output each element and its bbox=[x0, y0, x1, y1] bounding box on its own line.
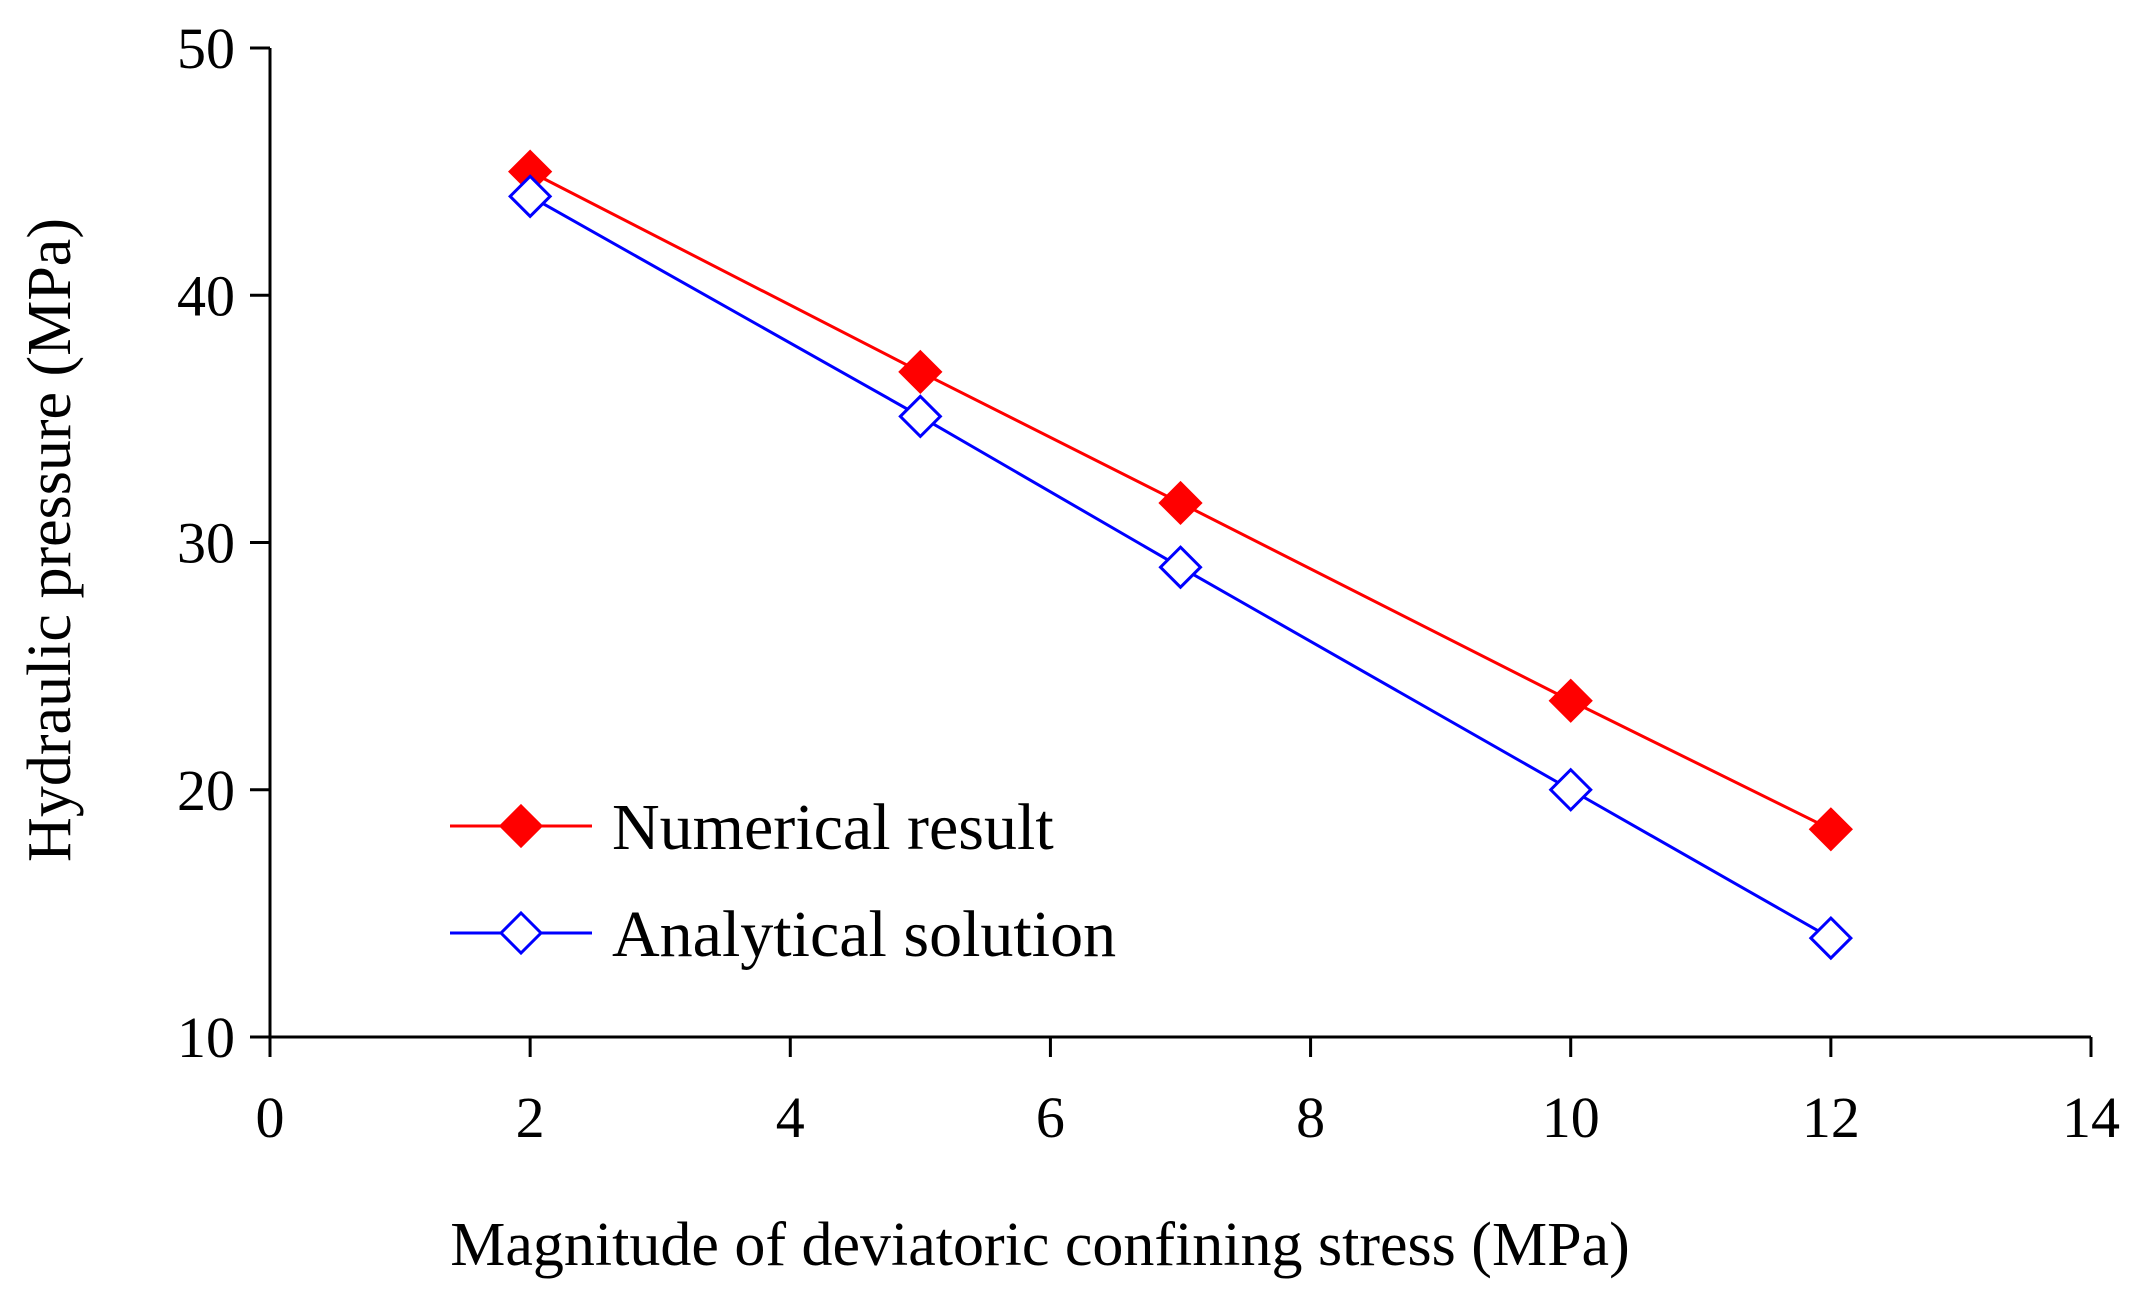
data-point-analytical-solution-7 bbox=[1158, 545, 1203, 590]
legend: Numerical result Analytical solution bbox=[450, 791, 1116, 971]
y-tick-label-50: 50 bbox=[177, 16, 235, 81]
y-tick-label-10: 10 bbox=[177, 1005, 235, 1070]
y-tick-label-30: 30 bbox=[177, 511, 235, 576]
legend-label-numerical-result: Numerical result bbox=[612, 791, 1054, 864]
data-point-numerical-result-5 bbox=[898, 349, 943, 395]
x-tick-label-12: 12 bbox=[1802, 1085, 1860, 1150]
y-tick-label-40: 40 bbox=[177, 263, 235, 328]
data-point-numerical-result-12 bbox=[1808, 807, 1853, 852]
x-tick-label-10: 10 bbox=[1542, 1085, 1600, 1150]
series-layer bbox=[508, 149, 1853, 961]
data-point-analytical-solution-2 bbox=[508, 174, 553, 219]
data-point-numerical-result-7 bbox=[1158, 480, 1203, 526]
data-point-analytical-solution-5 bbox=[898, 394, 943, 439]
legend-marker-numerical-result bbox=[498, 803, 544, 849]
legend-marker-analytical-solution bbox=[498, 910, 544, 956]
x-tick-label-14: 14 bbox=[2062, 1085, 2120, 1150]
x-tick-label-0: 0 bbox=[256, 1085, 285, 1150]
x-tick-label-8: 8 bbox=[1296, 1085, 1325, 1150]
x-tick-label-6: 6 bbox=[1036, 1085, 1065, 1150]
y-axis-title: Hydraulic pressure (MPa) bbox=[16, 218, 84, 862]
x-tick-label-2: 2 bbox=[516, 1085, 545, 1150]
data-point-analytical-solution-12 bbox=[1808, 915, 1853, 961]
data-point-numerical-result-10 bbox=[1548, 678, 1593, 723]
data-point-analytical-solution-10 bbox=[1548, 767, 1593, 812]
y-tick-label-20: 20 bbox=[177, 758, 235, 823]
x-tick-label-4: 4 bbox=[776, 1085, 805, 1150]
legend-label-analytical-solution: Analytical solution bbox=[612, 898, 1116, 971]
ticks: 0 2 4 6 8 10 12 14 10 20 30 40 50 bbox=[177, 16, 2120, 1150]
x-axis-title: Magnitude of deviatoric confining stress… bbox=[450, 1211, 1629, 1279]
